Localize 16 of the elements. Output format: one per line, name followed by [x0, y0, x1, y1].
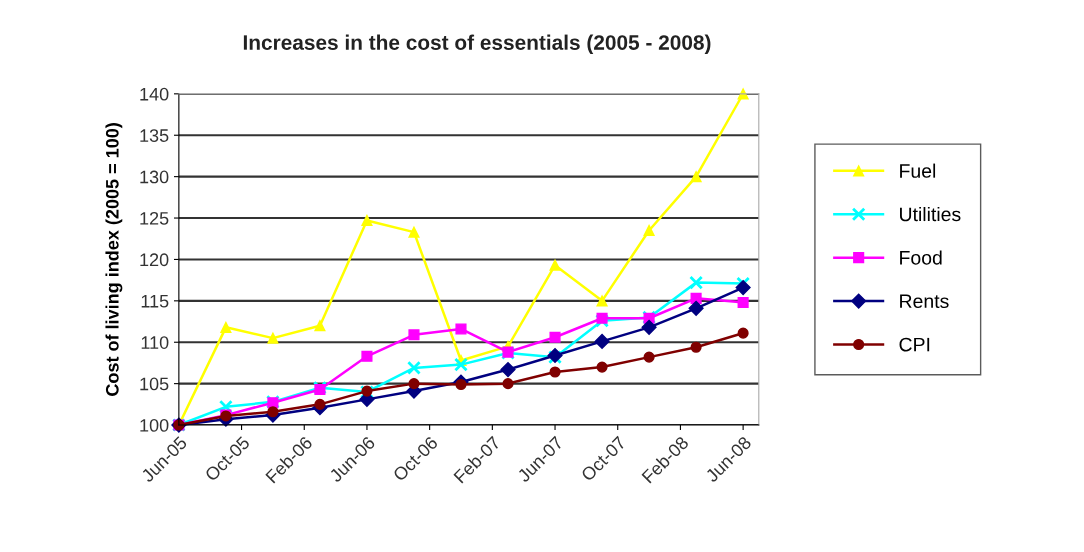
- y-tick-label: 130: [140, 170, 169, 184]
- legend-label: Fuel: [900, 163, 936, 178]
- y-axis-title: Cost of living index (2005 = 100): [105, 123, 123, 396]
- legend-label: Food: [900, 250, 942, 265]
- y-tick-label: 140: [140, 87, 169, 101]
- y-tick-label: 100: [140, 418, 169, 432]
- legend-label: Utilities: [900, 206, 961, 222]
- legend-label: Rents: [900, 294, 949, 309]
- y-tick-label: 110: [141, 336, 169, 349]
- chart-title: Increases in the cost of essentials (2005 - 2008): [243, 34, 711, 54]
- legend-label: CPI: [899, 337, 930, 352]
- y-tick-label: 135: [140, 129, 169, 142]
- y-tick-label: 115: [141, 294, 169, 308]
- y-tick-label: 120: [140, 253, 169, 267]
- y-tick-label: 125: [140, 211, 169, 225]
- y-tick-label: 105: [140, 377, 169, 391]
